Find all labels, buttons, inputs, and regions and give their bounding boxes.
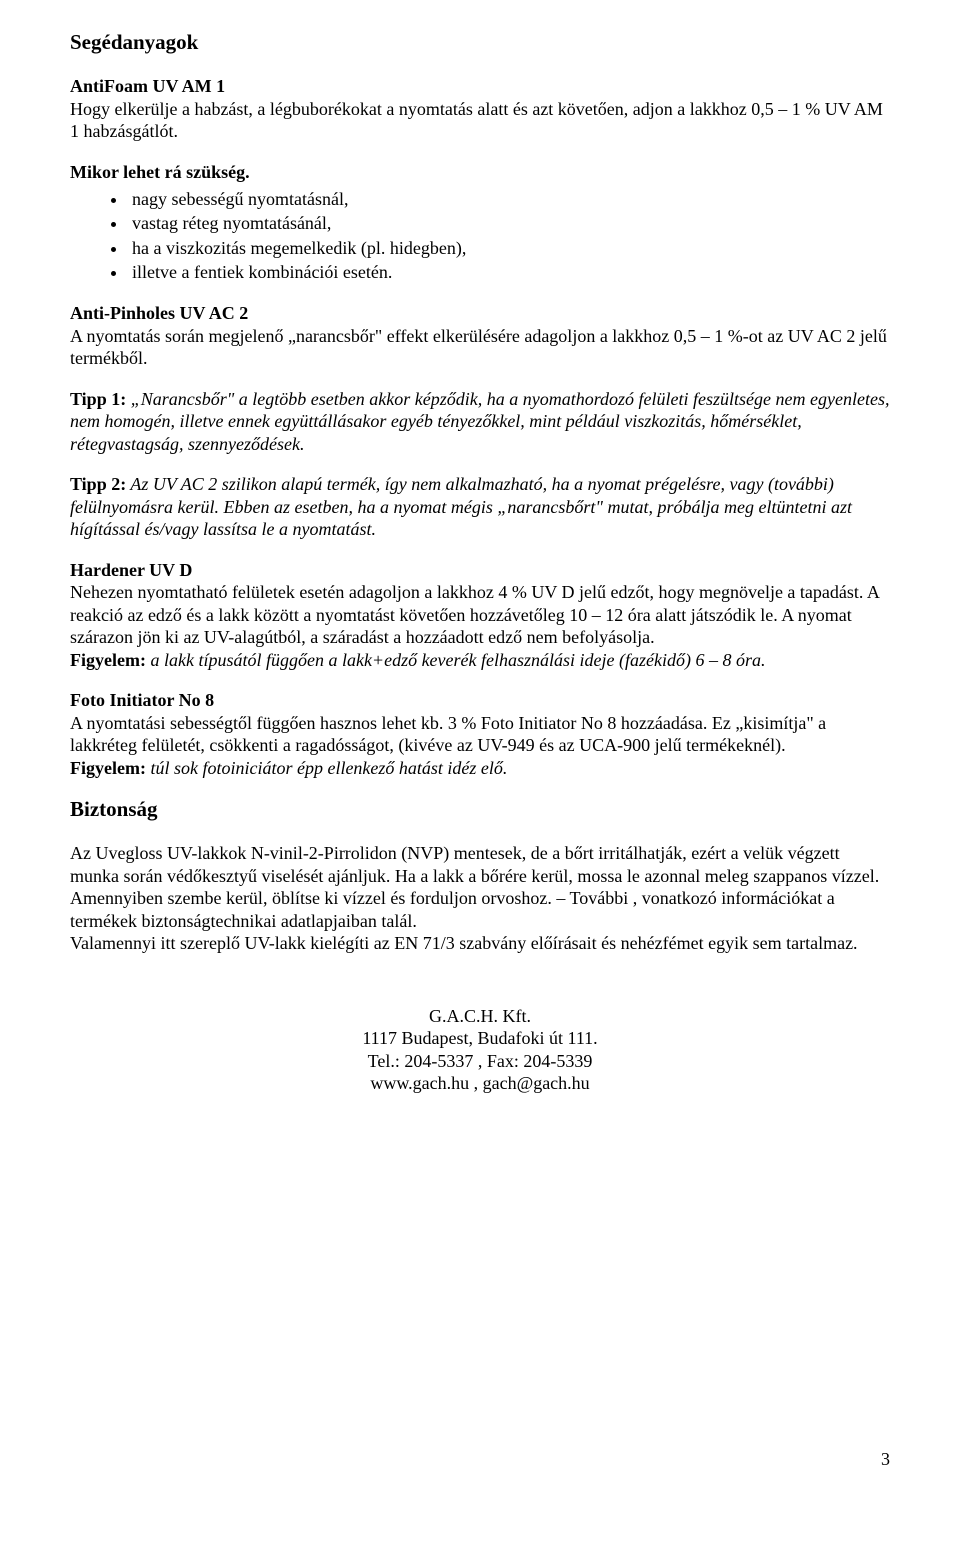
footer-line4: www.gach.hu , gach@gach.hu — [370, 1073, 589, 1093]
tipp1-body: „Narancsbőr" a legtöbb esetben akkor kép… — [70, 389, 889, 454]
foto-warn-label: Figyelem: — [70, 758, 146, 778]
footer-line2: 1117 Budapest, Budafoki út 111. — [362, 1028, 597, 1048]
foto-title: Foto Initiator No 8 — [70, 690, 214, 710]
footer-block: G.A.C.H. Kft. 1117 Budapest, Budafoki út… — [70, 1005, 890, 1095]
tipp2-block: Tipp 2: Az UV AC 2 szilikon alapú termék… — [70, 473, 890, 541]
hardener-warn-label: Figyelem: — [70, 650, 146, 670]
tipp1-block: Tipp 1: „Narancsbőr" a legtöbb esetben a… — [70, 388, 890, 456]
foto-body: A nyomtatási sebességtől függően hasznos… — [70, 713, 826, 756]
footer-line1: G.A.C.H. Kft. — [429, 1006, 531, 1026]
antipinholes-block: Anti-Pinholes UV AC 2 A nyomtatás során … — [70, 302, 890, 370]
document-page: Segédanyagok AntiFoam UV AM 1 Hogy elker… — [0, 0, 960, 1545]
when-list: nagy sebességű nyomtatásnál, vastag réte… — [70, 187, 890, 284]
antifoam-body: Hogy elkerülje a habzást, a légbuborékok… — [70, 99, 883, 142]
list-item: illetve a fentiek kombinációi esetén. — [128, 260, 890, 284]
list-item: nagy sebességű nyomtatásnál, — [128, 187, 890, 211]
antifoam-block: AntiFoam UV AM 1 Hogy elkerülje a habzás… — [70, 75, 890, 143]
tipp2-label: Tipp 2: — [70, 474, 126, 494]
hardener-block: Hardener UV D Nehezen nyomtatható felüle… — [70, 559, 890, 672]
antipinholes-title: Anti-Pinholes UV AC 2 — [70, 303, 248, 323]
safety-p1: Az Uvegloss UV-lakkok N-vinil-2-Pirrolid… — [70, 842, 890, 932]
when-title: Mikor lehet rá szükség. — [70, 161, 890, 184]
foto-block: Foto Initiator No 8 A nyomtatási sebessé… — [70, 689, 890, 779]
hardener-body: Nehezen nyomtatható felületek esetén ada… — [70, 582, 879, 647]
tipp2-body: Az UV AC 2 szilikon alapú termék, így ne… — [70, 474, 852, 539]
foto-warn-body: túl sok fotoiniciátor épp ellenkező hatá… — [146, 758, 507, 778]
heading-biztonsag: Biztonság — [70, 797, 890, 822]
footer-line3: Tel.: 204-5337 , Fax: 204-5339 — [368, 1051, 593, 1071]
list-item: vastag réteg nyomtatásánál, — [128, 211, 890, 235]
page-number: 3 — [881, 1449, 890, 1470]
antifoam-title: AntiFoam UV AM 1 — [70, 76, 225, 96]
hardener-warn-body: a lakk típusától függően a lakk+edző kev… — [146, 650, 766, 670]
hardener-title: Hardener UV D — [70, 560, 192, 580]
tipp1-label: Tipp 1: — [70, 389, 126, 409]
antipinholes-body: A nyomtatás során megjelenő „narancsbőr"… — [70, 326, 887, 369]
safety-p2: Valamennyi itt szereplő UV-lakk kielégít… — [70, 932, 890, 955]
heading-segedanyagok: Segédanyagok — [70, 30, 890, 55]
list-item: ha a viszkozitás megemelkedik (pl. hideg… — [128, 236, 890, 260]
